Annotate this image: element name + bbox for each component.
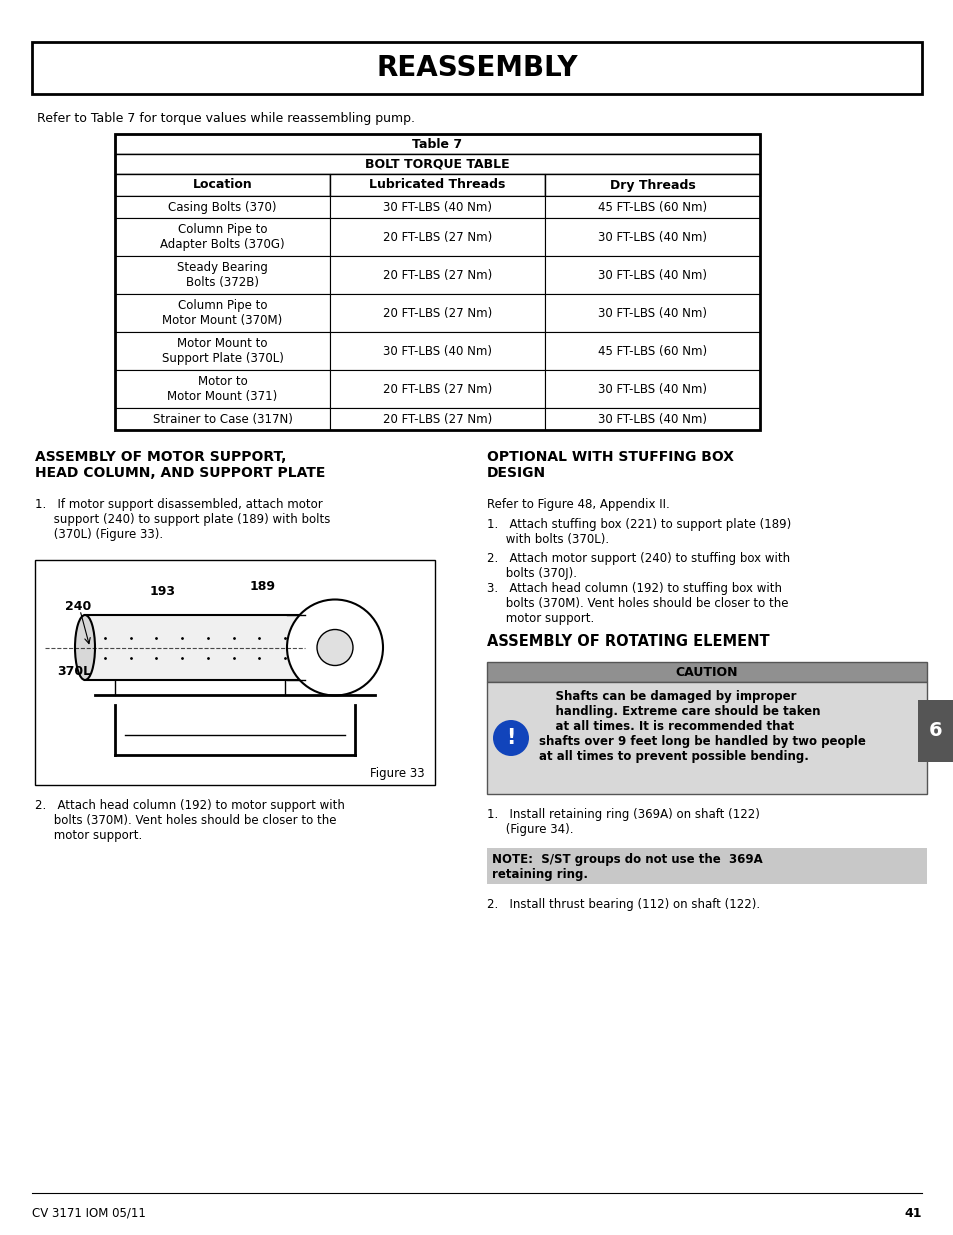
Bar (115, 174, 330, 196)
Text: ASSEMBLY OF ROTATING ELEMENT: ASSEMBLY OF ROTATING ELEMENT (486, 634, 769, 650)
Text: ASSEMBLY OF MOTOR SUPPORT,
HEAD COLUMN, AND SUPPORT PLATE: ASSEMBLY OF MOTOR SUPPORT, HEAD COLUMN, … (35, 450, 325, 480)
Text: 6: 6 (928, 721, 942, 741)
Bar (115, 294, 330, 332)
Text: 30 FT-LBS (40 Nm): 30 FT-LBS (40 Nm) (598, 412, 706, 426)
Text: BOLT TORQUE TABLE: BOLT TORQUE TABLE (365, 158, 509, 170)
Bar (330, 196, 544, 219)
Text: Dry Threads: Dry Threads (609, 179, 695, 191)
Bar (544, 294, 760, 332)
Bar (330, 256, 544, 294)
Text: 41: 41 (903, 1207, 921, 1220)
Text: Shafts can be damaged by improper
    handling. Extreme care should be taken
   : Shafts can be damaged by improper handli… (538, 690, 865, 763)
Text: 30 FT-LBS (40 Nm): 30 FT-LBS (40 Nm) (382, 200, 492, 214)
Text: 2.   Attach head column (192) to motor support with
     bolts (370M). Vent hole: 2. Attach head column (192) to motor sup… (35, 799, 345, 842)
Text: CAUTION: CAUTION (675, 666, 738, 678)
Text: CV 3171 IOM 05/11: CV 3171 IOM 05/11 (32, 1207, 146, 1220)
Text: Motor to
Motor Mount (371): Motor to Motor Mount (371) (167, 375, 277, 403)
Text: Table 7: Table 7 (412, 137, 462, 151)
Text: 20 FT-LBS (27 Nm): 20 FT-LBS (27 Nm) (382, 412, 492, 426)
Text: Steady Bearing
Bolts (372B): Steady Bearing Bolts (372B) (177, 261, 268, 289)
Text: 20 FT-LBS (27 Nm): 20 FT-LBS (27 Nm) (382, 383, 492, 395)
Bar (544, 219, 760, 256)
Bar (115, 219, 330, 256)
Bar (544, 370, 760, 408)
Text: 45 FT-LBS (60 Nm): 45 FT-LBS (60 Nm) (598, 345, 706, 357)
Bar (35, 559, 435, 785)
Text: 3.   Attach head column (192) to stuffing box with
     bolts (370M). Vent holes: 3. Attach head column (192) to stuffing … (486, 582, 788, 625)
Text: NOTE:  S/ST groups do not use the  369A
retaining ring.: NOTE: S/ST groups do not use the 369A re… (492, 853, 762, 881)
Text: REASSEMBLY: REASSEMBLY (375, 54, 578, 82)
Bar (917, 700, 953, 762)
Text: Strainer to Case (317N): Strainer to Case (317N) (152, 412, 293, 426)
Text: 240: 240 (65, 600, 91, 613)
Text: 1.   Attach stuffing box (221) to support plate (189)
     with bolts (370L).: 1. Attach stuffing box (221) to support … (486, 517, 790, 546)
Text: 30 FT-LBS (40 Nm): 30 FT-LBS (40 Nm) (598, 231, 706, 243)
Bar (486, 662, 926, 682)
Bar (330, 294, 544, 332)
Text: Refer to Table 7 for torque values while reassembling pump.: Refer to Table 7 for torque values while… (37, 112, 415, 125)
Text: OPTIONAL WITH STUFFING BOX
DESIGN: OPTIONAL WITH STUFFING BOX DESIGN (486, 450, 733, 480)
Text: 20 FT-LBS (27 Nm): 20 FT-LBS (27 Nm) (382, 231, 492, 243)
Bar (330, 408, 544, 430)
Text: 20 FT-LBS (27 Nm): 20 FT-LBS (27 Nm) (382, 268, 492, 282)
Bar (486, 682, 926, 794)
Circle shape (316, 630, 353, 666)
Text: 2.   Install thrust bearing (112) on shaft (122).: 2. Install thrust bearing (112) on shaft… (486, 898, 760, 911)
Circle shape (493, 720, 529, 756)
Text: 45 FT-LBS (60 Nm): 45 FT-LBS (60 Nm) (598, 200, 706, 214)
Bar (115, 332, 330, 370)
Bar (544, 256, 760, 294)
Text: 189: 189 (250, 580, 275, 593)
Bar (486, 848, 926, 884)
Bar (544, 332, 760, 370)
Text: Figure 33: Figure 33 (370, 767, 424, 781)
Text: Lubricated Threads: Lubricated Threads (369, 179, 505, 191)
Text: !: ! (506, 727, 516, 748)
Text: Refer to Figure 48, Appendix II.: Refer to Figure 48, Appendix II. (486, 498, 669, 511)
Bar (115, 256, 330, 294)
Bar (544, 196, 760, 219)
Bar (85, 615, 305, 680)
Text: Location: Location (193, 179, 253, 191)
Bar (330, 219, 544, 256)
Bar (330, 174, 544, 196)
Text: Casing Bolts (370): Casing Bolts (370) (168, 200, 276, 214)
Text: 30 FT-LBS (40 Nm): 30 FT-LBS (40 Nm) (382, 345, 492, 357)
Bar (115, 196, 330, 219)
Text: 370L: 370L (57, 664, 91, 678)
Text: Column Pipe to
Motor Mount (370M): Column Pipe to Motor Mount (370M) (162, 299, 282, 327)
Bar (544, 174, 760, 196)
Bar (544, 408, 760, 430)
Text: 20 FT-LBS (27 Nm): 20 FT-LBS (27 Nm) (382, 306, 492, 320)
Text: Column Pipe to
Adapter Bolts (370G): Column Pipe to Adapter Bolts (370G) (160, 224, 285, 251)
Text: 1.   Install retaining ring (369A) on shaft (122)
     (Figure 34).: 1. Install retaining ring (369A) on shaf… (486, 808, 760, 836)
Text: Motor Mount to
Support Plate (370L): Motor Mount to Support Plate (370L) (161, 337, 283, 366)
Bar (115, 135, 760, 430)
Bar (32, 42, 921, 94)
Bar (115, 135, 760, 154)
Bar (115, 154, 760, 174)
Text: 30 FT-LBS (40 Nm): 30 FT-LBS (40 Nm) (598, 306, 706, 320)
Text: 30 FT-LBS (40 Nm): 30 FT-LBS (40 Nm) (598, 268, 706, 282)
Bar (330, 332, 544, 370)
Text: 193: 193 (150, 585, 175, 598)
Bar (330, 370, 544, 408)
Ellipse shape (75, 615, 95, 680)
Text: 1.   If motor support disassembled, attach motor
     support (240) to support p: 1. If motor support disassembled, attach… (35, 498, 330, 541)
Bar (115, 370, 330, 408)
Bar (115, 408, 330, 430)
Text: 30 FT-LBS (40 Nm): 30 FT-LBS (40 Nm) (598, 383, 706, 395)
Circle shape (287, 599, 382, 695)
Text: 2.   Attach motor support (240) to stuffing box with
     bolts (370J).: 2. Attach motor support (240) to stuffin… (486, 552, 789, 580)
